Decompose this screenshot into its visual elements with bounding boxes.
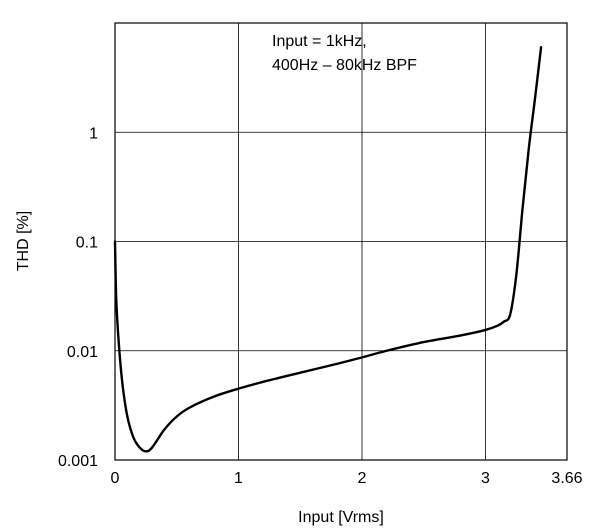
y-tick-labels: 0.001 0.01 0.1 1 bbox=[58, 125, 98, 470]
x-tick-label: 3 bbox=[481, 470, 490, 487]
x-tick-label: 3.66 bbox=[551, 470, 582, 487]
annotation-line-2: 400Hz – 80kHz BPF bbox=[272, 57, 417, 74]
grid-lines bbox=[115, 23, 567, 460]
x-tick-label: 2 bbox=[358, 470, 367, 487]
y-tick-label: 0.01 bbox=[67, 344, 98, 361]
y-axis-label: THD [%] bbox=[15, 211, 32, 271]
annotation-line-1: Input = 1kHz, bbox=[272, 33, 367, 50]
x-tick-label: 0 bbox=[111, 470, 120, 487]
x-tick-label: 1 bbox=[234, 470, 243, 487]
y-tick-label: 0.1 bbox=[76, 235, 98, 252]
x-axis-label: Input [Vrms] bbox=[298, 509, 384, 526]
thd-curve bbox=[113, 46, 543, 453]
y-tick-label: 0.001 bbox=[58, 453, 98, 470]
y-tick-label: 1 bbox=[89, 125, 98, 142]
x-tick-labels: 0 1 2 3 3.66 bbox=[111, 470, 583, 487]
